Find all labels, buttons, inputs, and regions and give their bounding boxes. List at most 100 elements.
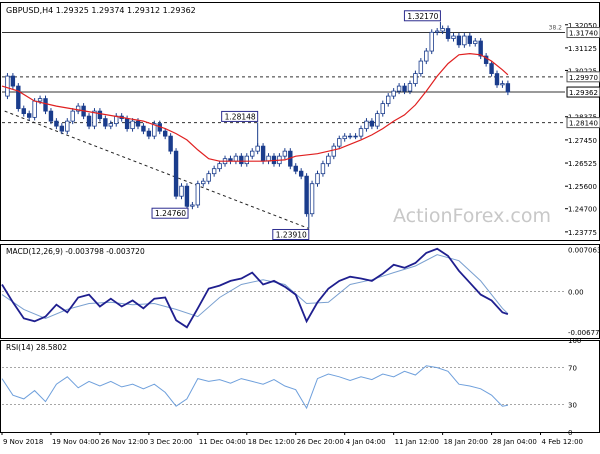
candle-body	[244, 155, 249, 165]
rsi-y-tick-label: 100	[568, 337, 581, 345]
candle-body	[391, 90, 396, 97]
candle-body	[331, 145, 337, 157]
macd-main-line	[1, 247, 509, 329]
level-label-box	[566, 27, 600, 39]
candle-body	[440, 28, 445, 32]
candle-body	[353, 135, 358, 138]
fib-label: 38.2	[549, 25, 563, 32]
candle-body	[293, 165, 298, 172]
candle-body	[342, 135, 347, 140]
main-y-tick-label: 1.32050	[568, 22, 597, 30]
macd-y-tick-label: -0.006774	[568, 329, 600, 337]
candle-body	[217, 163, 222, 170]
candle-body	[500, 83, 505, 86]
rsi-y-tick-label: 70	[568, 365, 577, 373]
candle-body	[10, 75, 16, 87]
level-label: 1.31740	[569, 30, 598, 38]
candle-body	[48, 110, 54, 122]
rsi-pane-frame	[0, 340, 600, 433]
candle-body	[429, 31, 434, 52]
candle-body	[103, 118, 108, 127]
main-y-tick-label: 1.27450	[568, 137, 597, 145]
candle-body	[75, 105, 81, 112]
price-annotation-box	[151, 207, 189, 219]
price-annotation: 1.24760	[155, 209, 186, 218]
price-annotation: 1.32170	[407, 12, 438, 21]
candle-body	[179, 185, 184, 197]
candle-body	[309, 183, 315, 215]
candle-body	[451, 35, 456, 39]
x-tick-label: 9 Nov 2018	[3, 438, 43, 446]
candle-body	[255, 145, 260, 152]
candle-body	[168, 135, 173, 152]
candle-body	[37, 98, 43, 102]
candle-body	[369, 120, 375, 127]
level-label: 1.29970	[569, 74, 598, 82]
watermark: ActionForex.com	[393, 205, 551, 227]
ema-line	[1, 52, 509, 162]
level-label: 1.28140	[569, 120, 598, 128]
candle-body	[445, 28, 451, 39]
candle-body	[152, 123, 157, 137]
candle-body	[320, 163, 326, 175]
x-tick-label: 4 Feb 12:00	[542, 438, 583, 446]
price-annotation-box	[272, 228, 310, 240]
candle-body	[108, 123, 113, 127]
candle-body	[326, 155, 331, 165]
macd-y-tick-label: 0.00	[568, 289, 584, 297]
candle-body	[494, 73, 500, 86]
main-y-tick-label: 1.24700	[568, 206, 597, 214]
candle-body	[239, 155, 244, 165]
main-y-tick-label: 1.26525	[568, 160, 597, 168]
candle-body	[162, 130, 168, 137]
candle-body	[489, 63, 494, 74]
candle-body	[65, 120, 70, 132]
candle-body	[195, 183, 201, 206]
level-label-box	[566, 71, 600, 83]
candle-body	[473, 40, 478, 44]
trendline	[4, 110, 309, 229]
candle-body	[315, 173, 320, 185]
candle-body	[282, 150, 288, 157]
macd-y-tick-label: 0.007063	[568, 247, 600, 255]
candle-body	[173, 150, 179, 197]
macd-signal-line	[1, 254, 509, 319]
candle-body	[97, 110, 103, 120]
price-annotation-box	[221, 110, 259, 122]
level-label-box	[566, 117, 600, 129]
candle-body	[424, 50, 429, 62]
candle-body	[462, 35, 467, 46]
rsi-y-tick-label: 30	[568, 401, 577, 409]
candle-body	[5, 75, 10, 97]
candle-body	[54, 120, 59, 127]
candle-body	[260, 145, 266, 162]
candle-body	[16, 85, 21, 110]
x-tick-label: 11 Dec 04:00	[199, 438, 246, 446]
x-tick-label: 28 Jan 04:00	[493, 438, 537, 446]
x-tick-label: 18 Jan 20:00	[444, 438, 488, 446]
price-annotation: 1.23910	[276, 230, 307, 239]
candle-body	[407, 83, 413, 92]
x-tick-label: 11 Jan 12:00	[395, 438, 439, 446]
price-annotation: 1.28148	[225, 112, 256, 121]
candle-body	[364, 120, 369, 130]
candle-body	[434, 30, 440, 33]
candle-body	[337, 138, 342, 147]
candle-body	[32, 100, 37, 118]
candle-body	[43, 98, 48, 112]
candle-body	[70, 110, 75, 122]
candle-body	[59, 125, 65, 132]
x-tick-label: 4 Jan 04:00	[346, 438, 386, 446]
x-tick-label: 26 Dec 20:00	[297, 438, 344, 446]
rsi-line	[1, 365, 508, 410]
candle-body	[92, 110, 97, 127]
candle-body	[402, 85, 407, 92]
candle-body	[380, 103, 385, 115]
candle-body	[347, 135, 353, 138]
main-y-tick-label: 1.23775	[568, 229, 597, 237]
candle-body	[298, 170, 304, 177]
chart-header: GBPUSD,H4 1.29325 1.29374 1.29312 1.2936…	[6, 6, 196, 15]
candle-body	[130, 120, 135, 130]
x-tick-label: 3 Dec 20:00	[150, 438, 193, 446]
